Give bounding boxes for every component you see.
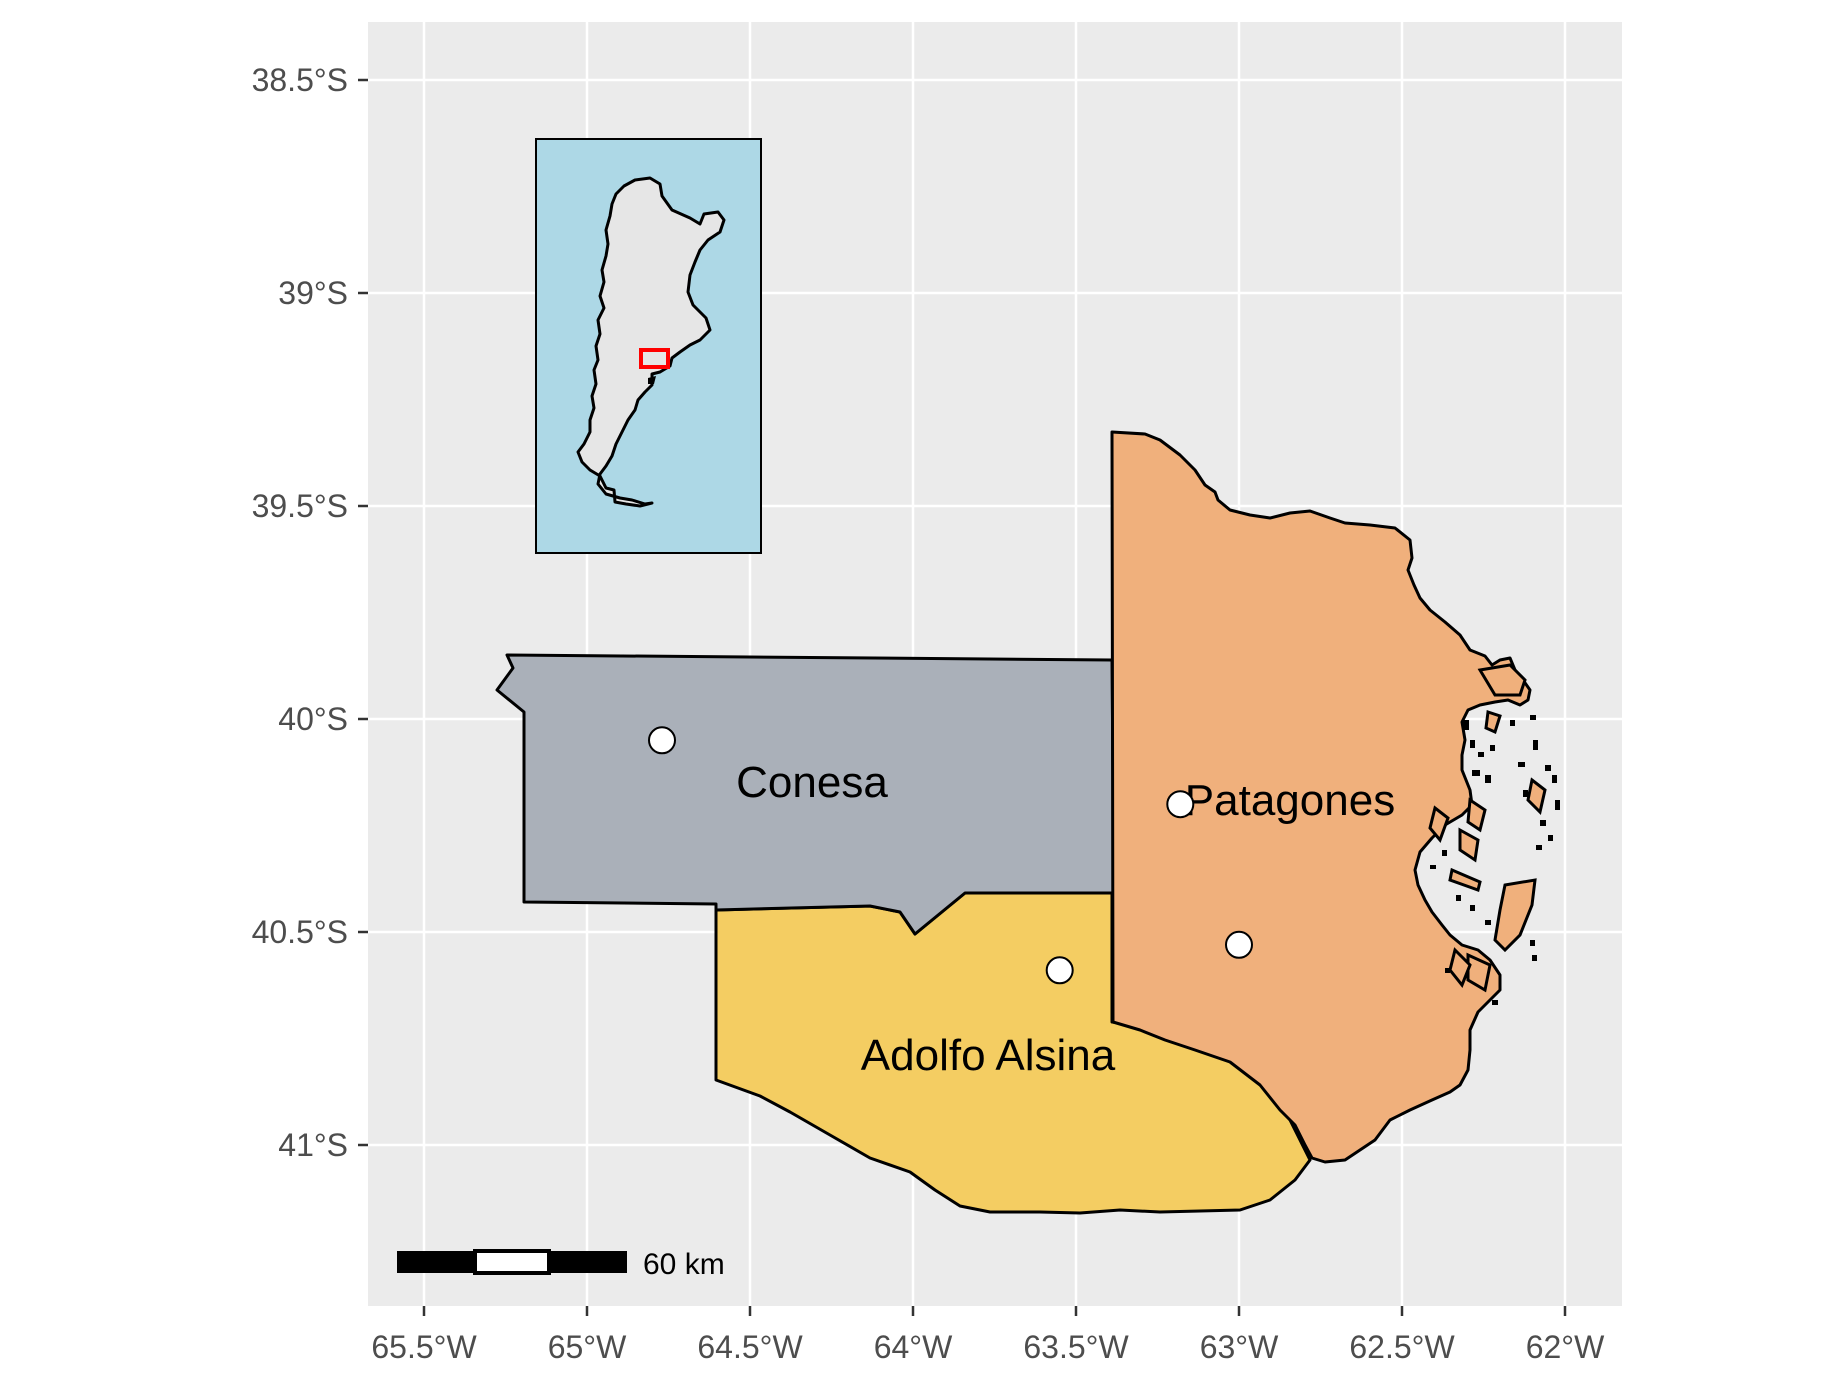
x-tick-label: 65°W <box>548 1329 627 1365</box>
point-marker[interactable] <box>1045 956 1074 985</box>
island <box>1484 709 1502 735</box>
speck <box>1532 955 1537 961</box>
y-tick-label: 40°S <box>278 701 348 737</box>
island <box>1477 663 1527 697</box>
speck <box>1552 775 1557 783</box>
inset-map <box>535 138 762 554</box>
island <box>1526 777 1547 815</box>
speck <box>1442 850 1447 856</box>
island <box>1428 805 1450 843</box>
y-axis-ticks <box>358 78 368 1147</box>
island <box>1493 878 1537 953</box>
speck <box>1463 720 1469 730</box>
x-tick-label: 63.5°W <box>1023 1329 1129 1365</box>
speck <box>1478 752 1484 757</box>
speck <box>1430 865 1436 869</box>
speck <box>1472 770 1480 776</box>
speck <box>1540 820 1546 826</box>
y-tick-label: 38.5°S <box>252 62 348 98</box>
speck <box>1530 940 1535 946</box>
island <box>1458 827 1480 863</box>
island <box>1466 797 1487 833</box>
x-tick-label: 63°W <box>1200 1329 1279 1365</box>
point-markers <box>648 726 1253 985</box>
coastal-islands <box>1428 663 1547 993</box>
point-marker[interactable] <box>1225 930 1253 959</box>
coastal-specks <box>1430 715 1560 1005</box>
x-tick-label: 62.5°W <box>1349 1329 1455 1365</box>
speck <box>1510 720 1515 726</box>
region-label-conesa: Conesa <box>736 758 888 807</box>
speck <box>1533 740 1538 750</box>
scale-bar-label: 60 km <box>643 1248 725 1281</box>
scale-bar-segment <box>549 1251 627 1273</box>
island <box>1448 867 1482 892</box>
study-area-highlight <box>639 348 670 369</box>
speck <box>1445 968 1450 973</box>
argentina-outline <box>576 176 726 508</box>
speck <box>1536 845 1542 850</box>
speck <box>1548 835 1553 841</box>
x-tick-label: 65.5°W <box>371 1329 477 1365</box>
speck <box>1518 762 1525 767</box>
speck <box>1485 775 1491 783</box>
speck <box>1555 800 1560 810</box>
region-conesa[interactable] <box>495 653 1116 936</box>
region-patagones[interactable] <box>1110 430 1532 1164</box>
y-tick-label: 39.5°S <box>252 488 348 524</box>
region-label-adolfo-alsina: Adolfo Alsina <box>861 1031 1116 1080</box>
region-label-patagones: Patagones <box>1185 776 1395 825</box>
scale-bar-segment <box>397 1251 475 1273</box>
speck <box>1470 740 1475 748</box>
y-tick-label: 40.5°S <box>252 914 348 950</box>
speck <box>1456 895 1461 901</box>
speck <box>1492 1000 1498 1005</box>
speck <box>1490 745 1495 751</box>
speck <box>1545 765 1551 771</box>
x-tick-label: 64°W <box>874 1329 953 1365</box>
falkland-speck <box>648 376 656 384</box>
scale-bar-segment <box>473 1249 551 1275</box>
island <box>1448 947 1472 988</box>
x-axis-ticks <box>422 1306 1567 1316</box>
x-tick-label: 62°W <box>1526 1329 1605 1365</box>
point-marker[interactable] <box>648 726 676 755</box>
y-tick-label: 39°S <box>278 275 348 311</box>
x-tick-label: 64.5°W <box>697 1329 803 1365</box>
speck <box>1523 790 1528 797</box>
scale-bar: 60 km <box>397 1248 725 1281</box>
point-marker[interactable] <box>1166 790 1195 819</box>
speck <box>1530 715 1536 720</box>
y-tick-label: 41°S <box>278 1127 348 1163</box>
speck <box>1485 920 1491 925</box>
speck <box>1470 905 1475 911</box>
